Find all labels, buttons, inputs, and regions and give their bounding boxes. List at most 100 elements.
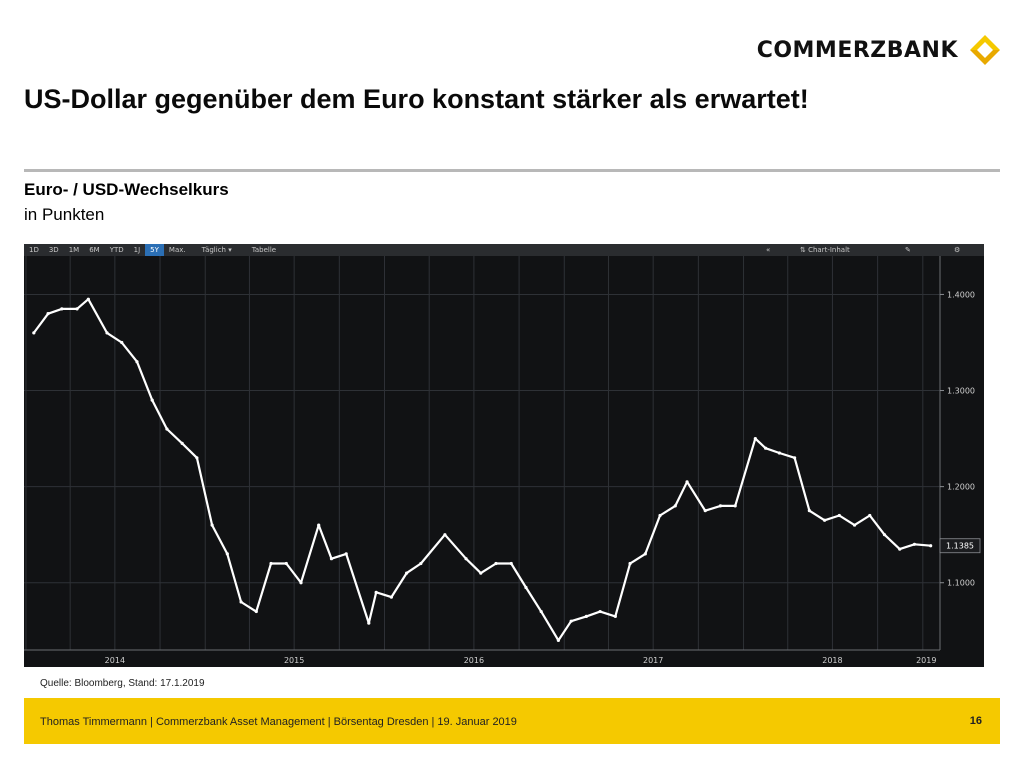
- data-point: [613, 614, 617, 618]
- data-point: [389, 595, 393, 599]
- last-value-label: 1.1385: [946, 542, 974, 551]
- data-point: [703, 509, 707, 513]
- commerzbank-logo: COMMERZBANK: [757, 32, 1002, 68]
- data-point: [165, 427, 169, 431]
- data-point: [317, 523, 321, 527]
- data-point: [764, 446, 768, 450]
- data-point: [837, 513, 841, 518]
- data-point: [344, 552, 348, 556]
- y-tick-label: 1.3000: [947, 387, 975, 396]
- table-button[interactable]: Tabelle: [251, 246, 277, 254]
- data-point: [195, 456, 199, 460]
- data-point: [329, 557, 334, 561]
- eur-usd-line: [32, 298, 931, 642]
- data-point: [180, 441, 184, 445]
- source-note: Quelle: Bloomberg, Stand: 17.1.2019: [40, 678, 205, 689]
- commerzbank-ribbon-icon: [970, 35, 1000, 65]
- data-point: [105, 331, 109, 335]
- data-point: [539, 609, 543, 614]
- data-point: [658, 513, 662, 518]
- chart-content-label: Chart-Inhalt: [808, 246, 850, 254]
- x-tick-label: 2018: [822, 656, 842, 665]
- eur-usd-chart: 1.4000 1.3000 1.2000 1.1000 2014 2015 2016 2017…: [24, 256, 984, 667]
- page-title: US-Dollar gegenüber dem Euro konstant st…: [24, 84, 809, 114]
- data-point: [46, 312, 50, 316]
- x-tick-label: 2015: [284, 656, 304, 665]
- data-point: [584, 614, 588, 618]
- chart-content-button[interactable]: ⇅ Chart-Inhalt: [800, 244, 850, 256]
- data-point: [685, 480, 689, 484]
- y-tick-label: 1.2000: [947, 483, 975, 492]
- chart-unit: in Punkten: [24, 205, 105, 224]
- data-point: [822, 518, 827, 522]
- x-tick-label: 2014: [105, 656, 125, 665]
- data-point: [494, 561, 498, 566]
- range-button-3d[interactable]: 3D: [48, 246, 59, 254]
- data-point: [643, 552, 647, 556]
- y-tick-label: 1.1000: [947, 579, 975, 588]
- data-point: [367, 621, 371, 625]
- data-point: [284, 561, 288, 566]
- data-point: [753, 436, 757, 441]
- data-point: [150, 398, 154, 402]
- data-point: [269, 561, 273, 566]
- last-value-box: [939, 538, 981, 554]
- data-point: [628, 561, 632, 566]
- data-point: [135, 360, 139, 364]
- data-point: [60, 307, 64, 311]
- range-button-1j[interactable]: 1J: [133, 246, 141, 254]
- y-tick-label: 1.4000: [947, 290, 975, 299]
- data-point: [673, 504, 677, 508]
- data-point: [464, 557, 468, 561]
- data-point: [882, 533, 887, 537]
- chart-panel: 1D 3D 1M 6M YTD 1J 5Y Max. Täglich ▾ Tabelle « ⇅ …: [24, 244, 984, 667]
- data-point: [405, 571, 409, 575]
- range-button-6m[interactable]: 6M: [89, 246, 100, 254]
- range-button-1d[interactable]: 1D: [29, 246, 39, 254]
- data-point: [299, 581, 303, 585]
- data-point: [86, 297, 90, 301]
- footer-text: Thomas Timmermann | Commerzbank Asset Ma…: [40, 716, 517, 728]
- data-point: [898, 547, 902, 551]
- data-point: [598, 609, 602, 614]
- data-point: [912, 542, 917, 546]
- range-button-5y[interactable]: 5Y: [145, 244, 164, 256]
- range-button-1m[interactable]: 1M: [68, 246, 80, 254]
- data-point: [509, 561, 513, 566]
- data-point: [524, 585, 528, 590]
- gear-icon[interactable]: ⚙: [954, 246, 961, 254]
- edit-icon[interactable]: ✎: [905, 246, 911, 254]
- footer-bar: Thomas Timmermann | Commerzbank Asset Ma…: [24, 698, 1000, 744]
- data-point: [807, 509, 811, 513]
- data-point: [868, 513, 872, 518]
- data-point: [733, 504, 737, 508]
- frequency-dropdown[interactable]: Täglich ▾: [201, 246, 232, 254]
- title-divider: [24, 169, 1000, 172]
- data-point: [374, 590, 378, 594]
- data-point: [225, 552, 229, 556]
- chart-toolbar: 1D 3D 1M 6M YTD 1J 5Y Max. Täglich ▾ Tabelle: [24, 244, 984, 256]
- data-point: [929, 544, 933, 548]
- data-point: [443, 533, 447, 537]
- data-point: [419, 561, 423, 566]
- data-point: [777, 451, 781, 455]
- x-tick-label: 2019: [916, 656, 936, 665]
- page-number: 16: [969, 715, 982, 727]
- data-point: [479, 571, 483, 575]
- x-tick-label: 2017: [643, 656, 663, 665]
- data-point: [120, 340, 124, 345]
- data-point: [210, 523, 214, 527]
- data-point: [75, 307, 79, 311]
- range-button-ytd[interactable]: YTD: [109, 246, 124, 254]
- logo-text: COMMERZBANK: [756, 37, 958, 63]
- data-point: [718, 504, 723, 508]
- x-tick-label: 2016: [464, 656, 484, 665]
- data-point: [852, 523, 857, 527]
- chart-subtitle: Euro- / USD-Wechselkurs: [24, 180, 229, 199]
- data-point: [254, 609, 258, 614]
- collapse-icon[interactable]: «: [766, 246, 771, 254]
- data-point: [239, 600, 243, 604]
- data-point: [32, 331, 36, 335]
- data-point: [569, 619, 573, 623]
- range-button-max[interactable]: Max.: [168, 246, 186, 254]
